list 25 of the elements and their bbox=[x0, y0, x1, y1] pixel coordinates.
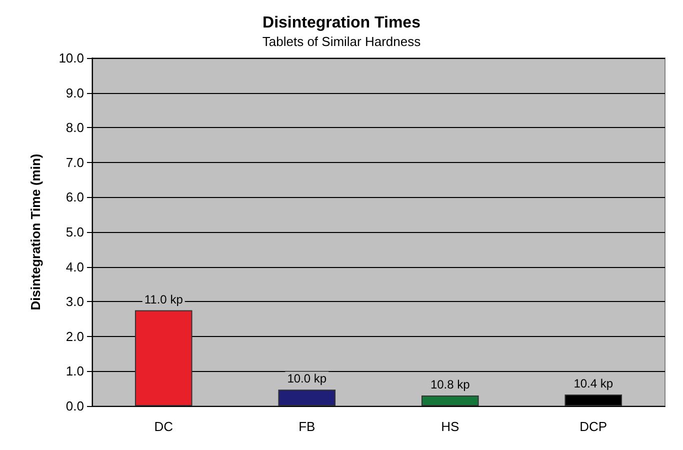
y-axis-title: Disintegration Time (min) bbox=[28, 154, 43, 310]
bar bbox=[421, 396, 479, 406]
annotation: 10.4 kp bbox=[574, 376, 614, 391]
chart-subtitle: Tablets of Similar Hardness bbox=[262, 34, 422, 49]
y-tick-label: 5.0 bbox=[66, 224, 84, 240]
y-tick-label: 3.0 bbox=[66, 294, 84, 310]
annotation: 10.0 kp bbox=[287, 372, 327, 386]
y-tick-label: 10.0 bbox=[58, 50, 84, 66]
x-tick-label: HS bbox=[441, 419, 460, 434]
y-tick-label: 6.0 bbox=[66, 190, 84, 205]
x-tick-label: DC bbox=[154, 419, 174, 434]
annotation: 10.8 kp bbox=[430, 378, 470, 392]
annotation: 11.0 kp bbox=[144, 292, 184, 306]
x-tick-label: FB bbox=[298, 419, 316, 434]
y-tick-label: 7.0 bbox=[66, 154, 84, 170]
y-tick-label: 9.0 bbox=[66, 85, 84, 100]
bar bbox=[134, 310, 192, 406]
bar bbox=[278, 390, 336, 406]
y-tick-label: 8.0 bbox=[66, 120, 84, 136]
y-tick-label: 1.0 bbox=[66, 364, 84, 379]
y-tick-label: 0.0 bbox=[66, 398, 84, 414]
chart-title: Disintegration Times bbox=[262, 14, 421, 32]
x-tick-label: DCP bbox=[580, 419, 608, 434]
y-tick-label: 4.0 bbox=[66, 259, 84, 274]
y-tick-label: 2.0 bbox=[66, 328, 84, 344]
